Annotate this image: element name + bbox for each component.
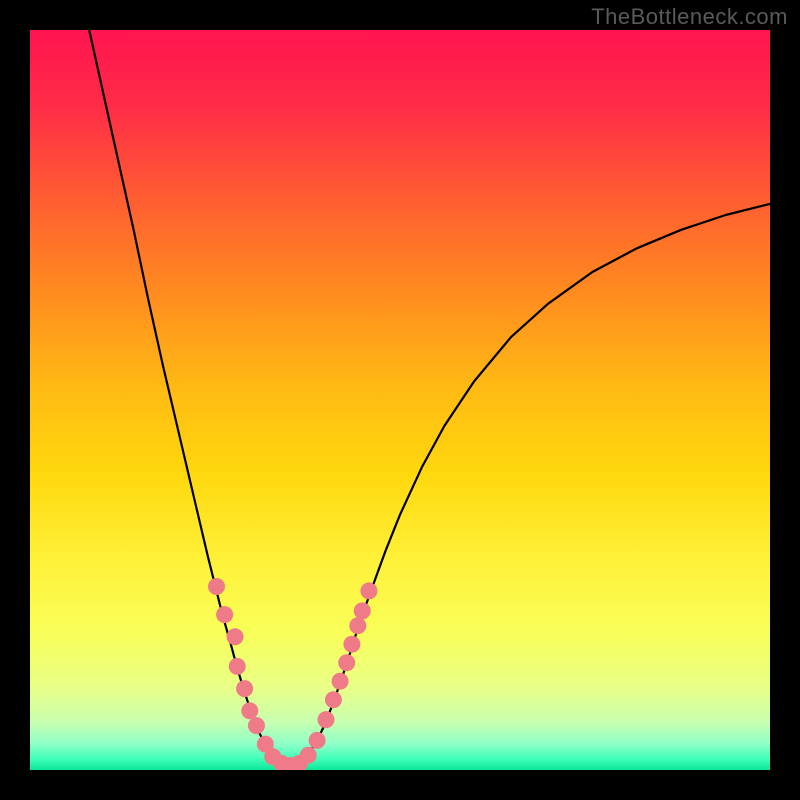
data-marker bbox=[216, 606, 233, 623]
bottleneck-curve bbox=[89, 30, 770, 766]
data-marker bbox=[343, 636, 360, 653]
data-marker bbox=[236, 680, 253, 697]
data-marker bbox=[226, 628, 243, 645]
data-marker bbox=[208, 578, 225, 595]
data-marker bbox=[360, 582, 377, 599]
chart-container: TheBottleneck.com bbox=[0, 0, 800, 800]
data-marker bbox=[354, 602, 371, 619]
data-marker bbox=[349, 617, 366, 634]
data-marker bbox=[300, 747, 317, 764]
watermark-text: TheBottleneck.com bbox=[591, 4, 788, 30]
data-marker bbox=[229, 658, 246, 675]
curve-overlay bbox=[30, 30, 770, 770]
data-marker bbox=[338, 654, 355, 671]
plot-area bbox=[30, 30, 770, 770]
data-marker bbox=[248, 717, 265, 734]
data-marker bbox=[325, 691, 342, 708]
data-marker bbox=[309, 732, 326, 749]
data-marker bbox=[332, 673, 349, 690]
data-marker bbox=[318, 711, 335, 728]
data-marker bbox=[241, 702, 258, 719]
